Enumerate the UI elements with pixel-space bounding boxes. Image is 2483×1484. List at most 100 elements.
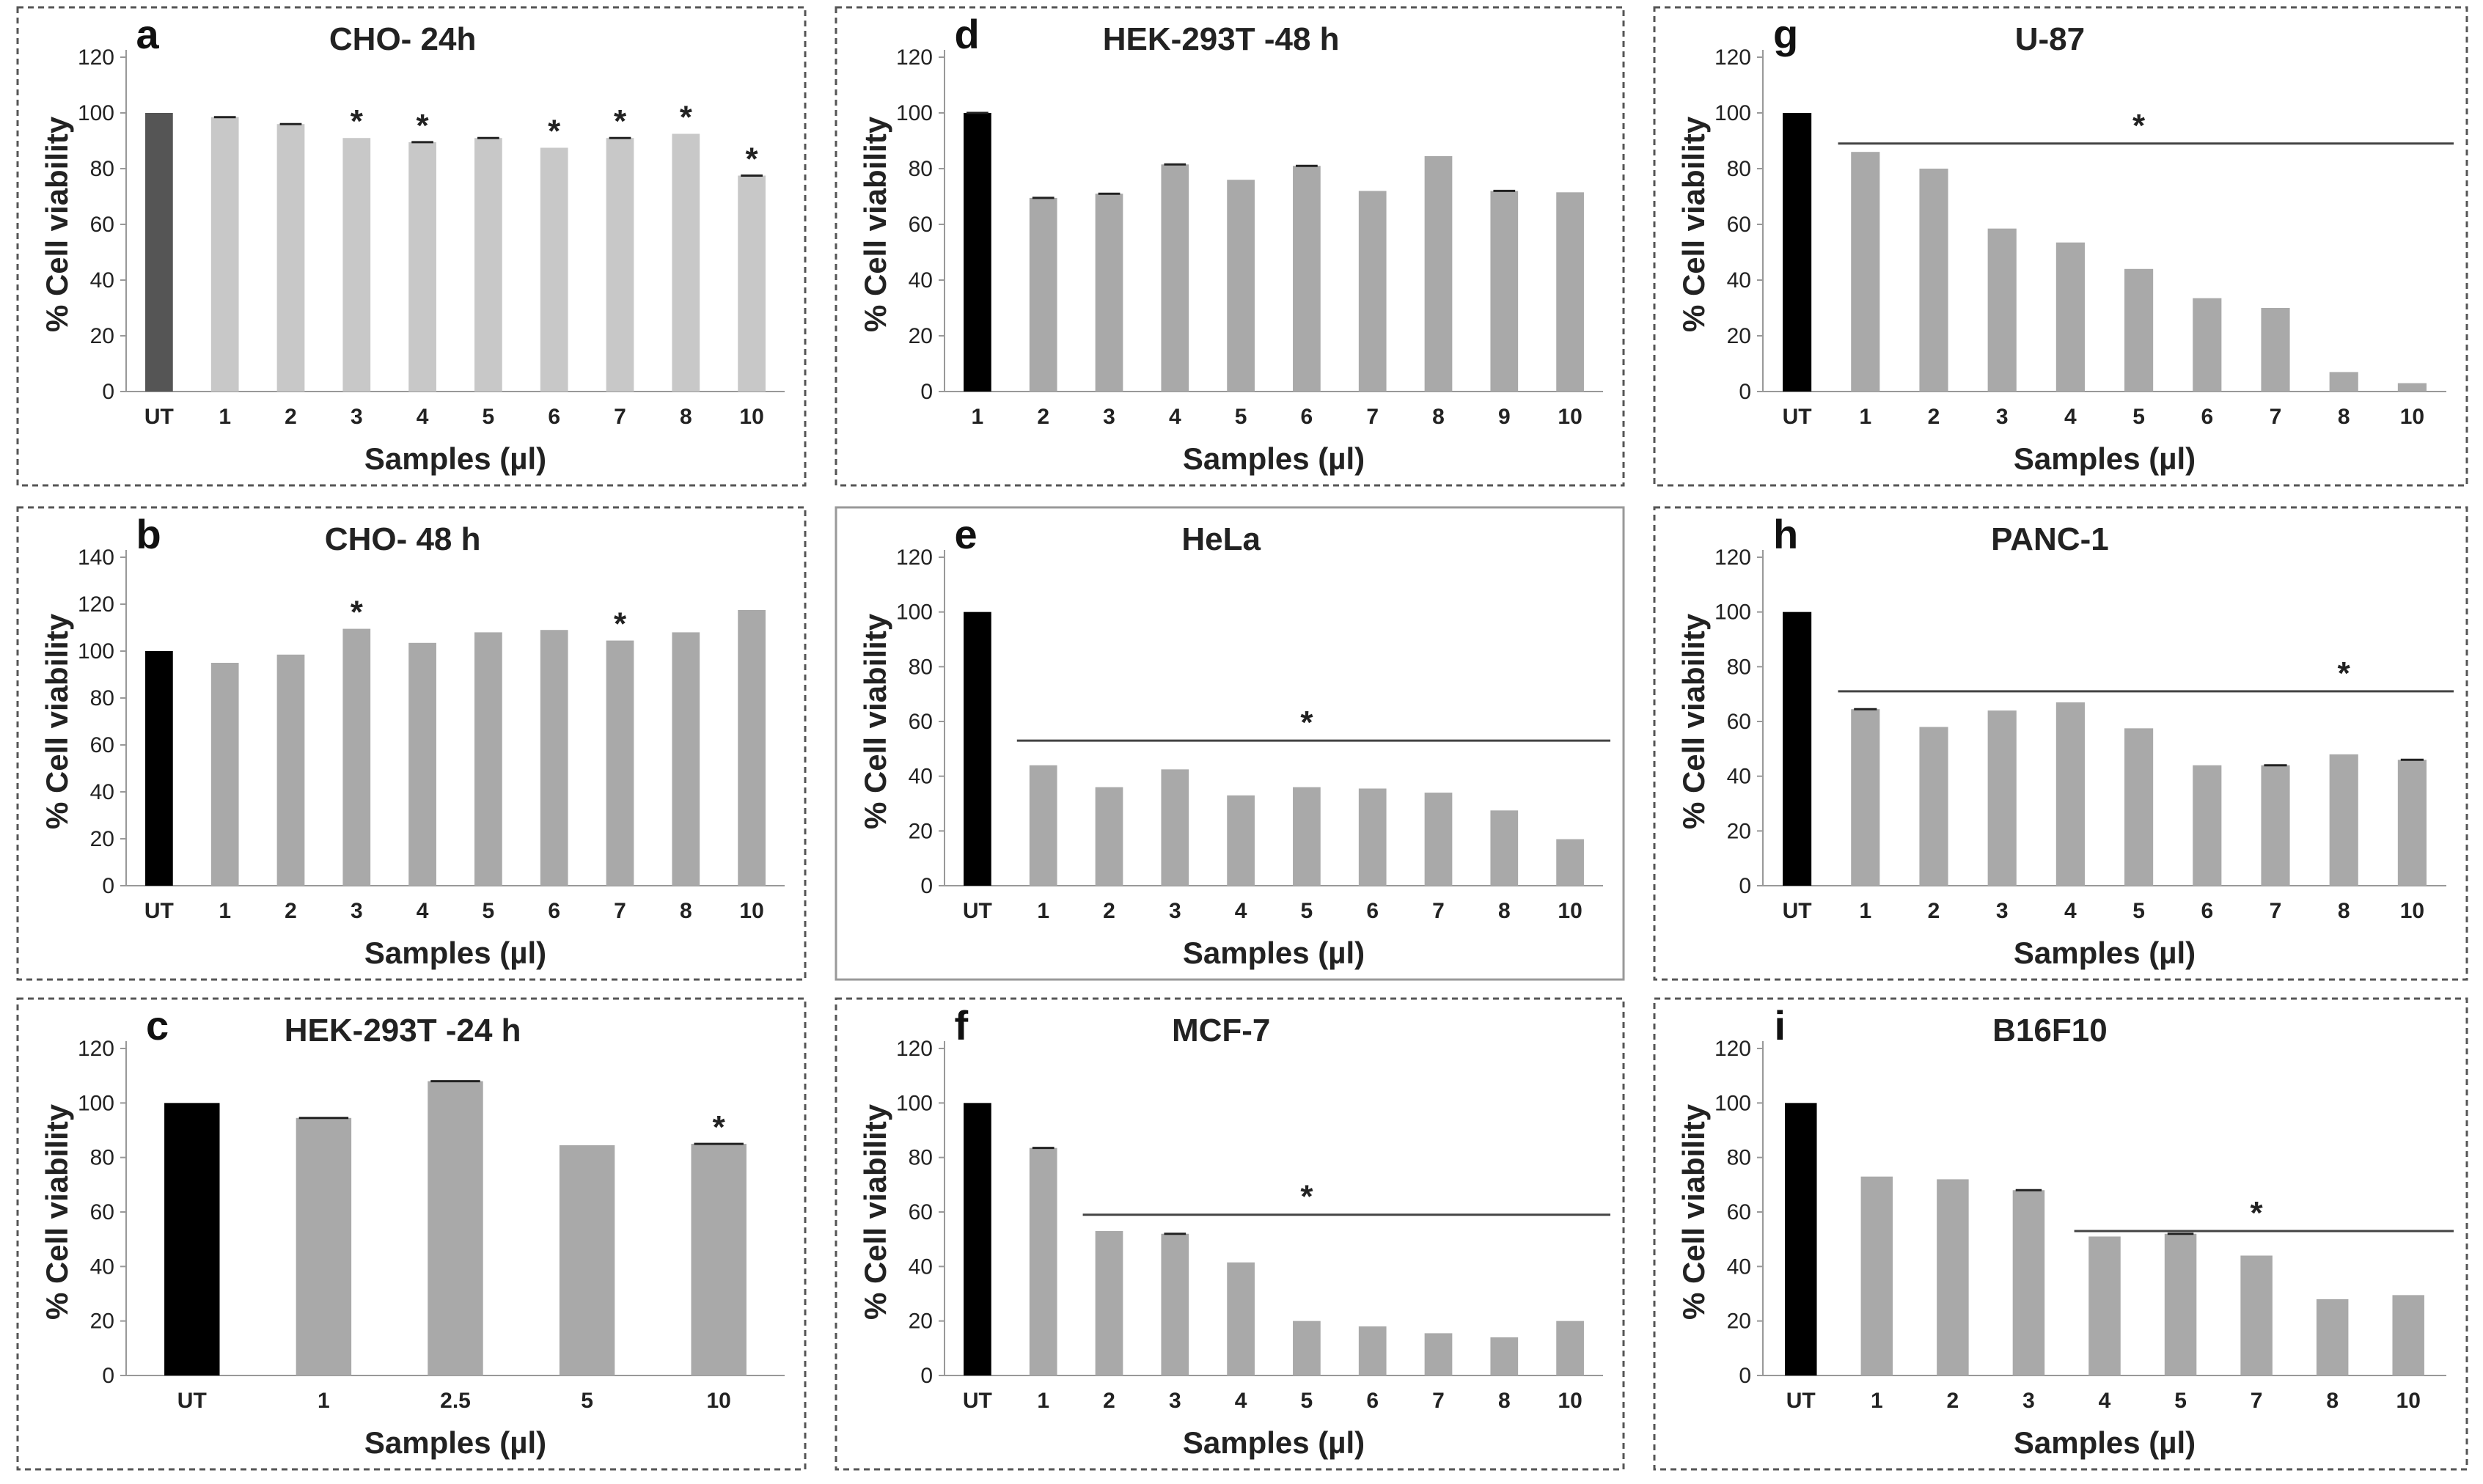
bar-3	[1161, 1233, 1189, 1375]
bar-9	[1490, 191, 1519, 392]
bar-5	[559, 1145, 615, 1375]
bar-10	[1556, 1320, 1584, 1375]
x-tick-label: 6	[548, 899, 560, 923]
y-tick-label: 0	[1739, 1364, 1751, 1388]
x-tick-label: 8	[1498, 1389, 1511, 1413]
x-tick-label: 7	[1366, 405, 1379, 429]
panel-frame	[1653, 997, 2468, 1471]
x-axis-label: Samples (µl)	[2014, 1425, 2196, 1460]
significance-star: *	[746, 142, 759, 177]
y-tick-label: 60	[1727, 710, 1751, 734]
bar-5	[2164, 1233, 2197, 1375]
y-tick-label: 60	[90, 1200, 114, 1224]
bar-1	[1029, 1147, 1057, 1375]
bar-3	[1987, 710, 2017, 886]
x-tick-label: 5	[2174, 1389, 2187, 1413]
y-tick-label: 140	[78, 546, 114, 570]
y-tick-label: 20	[1727, 324, 1751, 348]
chart-title: PANC-1	[1991, 521, 2109, 557]
bar-6	[1358, 788, 1387, 886]
bar-7	[606, 640, 634, 886]
chart-title: MCF-7	[1172, 1013, 1270, 1048]
x-tick-label: 1	[1037, 1389, 1049, 1413]
panel-frame	[835, 6, 1625, 487]
chart-title: HEK-293T -48 h	[1103, 21, 1340, 57]
y-tick-label: 100	[78, 1091, 114, 1115]
y-tick-label: 100	[896, 1091, 933, 1115]
bar-6	[2193, 765, 2222, 886]
panel-label: b	[136, 511, 161, 557]
y-tick-label: 20	[909, 324, 933, 348]
bar-8	[2329, 754, 2358, 886]
y-tick-label: 100	[896, 101, 933, 125]
chart-g: 0 20 40 60 80 100 120 UT 1 2 3 4 5 6 7 8 10 * U-87 g Samples…	[1653, 6, 2468, 487]
x-tick-label: 8	[2338, 405, 2350, 429]
x-tick-label: 2.5	[440, 1389, 471, 1413]
y-tick-label: 60	[1727, 1200, 1751, 1224]
x-tick-label: 7	[1432, 1389, 1445, 1413]
bar-2.5	[428, 1081, 483, 1375]
x-tick-label: 4	[417, 899, 429, 923]
bar-UT	[164, 1103, 220, 1375]
x-tick-label: UT	[963, 1389, 992, 1413]
bar-6	[1358, 1326, 1387, 1375]
bar-3	[342, 138, 371, 392]
y-tick-label: 120	[896, 1037, 933, 1061]
panel-frame	[16, 506, 807, 981]
bar-7	[1424, 793, 1453, 886]
bar-8	[1424, 155, 1453, 392]
x-tick-label: 1	[1859, 405, 1871, 429]
panel-label: f	[954, 1002, 968, 1048]
x-tick-label: 4	[2064, 405, 2077, 429]
bar-6	[1293, 166, 1321, 392]
panel-frame	[16, 6, 807, 487]
x-tick-label: 6	[1366, 1389, 1379, 1413]
y-tick-label: 80	[909, 1146, 933, 1170]
panel-label: d	[954, 11, 979, 57]
y-axis-label: % Cell viability	[40, 116, 74, 332]
y-tick-label: 80	[1727, 157, 1751, 181]
x-axis-label: Samples (µl)	[1183, 441, 1365, 476]
x-tick-label: 2	[1928, 899, 1940, 923]
panel-frame	[1653, 506, 2468, 981]
y-tick-label: 20	[909, 1309, 933, 1334]
y-tick-label: 120	[1714, 45, 1751, 70]
bar-UT	[964, 1103, 991, 1375]
y-tick-label: 80	[90, 157, 114, 181]
y-tick-label: 60	[909, 1200, 933, 1224]
bar-7	[1424, 1333, 1453, 1375]
y-tick-label: 0	[1739, 874, 1751, 898]
y-tick-label: 60	[1727, 213, 1751, 237]
bar-4	[1227, 795, 1255, 886]
y-tick-label: 80	[909, 157, 933, 181]
x-tick-label: 2	[1037, 405, 1049, 429]
x-tick-label: 1	[219, 405, 231, 429]
panel-frame	[16, 997, 807, 1471]
bar-8	[1490, 810, 1519, 886]
y-tick-label: 40	[909, 1255, 933, 1279]
x-tick-label: 1	[219, 899, 231, 923]
y-tick-label: 0	[102, 1364, 114, 1388]
x-tick-label: 3	[1169, 899, 1181, 923]
bar-2	[1919, 727, 1948, 886]
y-tick-label: 100	[1714, 101, 1751, 125]
y-tick-label: 80	[90, 686, 114, 710]
y-tick-label: 40	[90, 268, 114, 293]
y-tick-label: 60	[90, 733, 114, 757]
y-axis-label: % Cell viability	[40, 613, 74, 829]
x-tick-label: 2	[1103, 1389, 1115, 1413]
panel-frame	[835, 997, 1625, 1471]
chart-title: CHO- 24h	[329, 21, 476, 57]
x-tick-label: 1	[1859, 899, 1871, 923]
bar-5	[474, 138, 502, 392]
panel-f: 0 20 40 60 80 100 120 UT 1 2 3 4 5 6 7 8 10 * MCF-7 f Sample…	[835, 997, 1625, 1471]
x-tick-label: 1	[1871, 1389, 1883, 1413]
bar-8	[1490, 1337, 1519, 1375]
chart-e: 0 20 40 60 80 100 120 UT 1 2 3 4 5 6 7 8 10 * HeLa e Samples…	[835, 506, 1625, 981]
bar-6	[2193, 298, 2222, 392]
panel-e: 0 20 40 60 80 100 120 UT 1 2 3 4 5 6 7 8 10 * HeLa e Samples…	[835, 506, 1625, 981]
y-tick-label: 40	[90, 1255, 114, 1279]
bar-5	[2124, 268, 2154, 392]
chart-d: 0 20 40 60 80 100 120 1 2 3 4 5 6 7 8 9 10 HEK-293T -48 h…	[835, 6, 1625, 487]
x-tick-label: 2	[1103, 899, 1115, 923]
